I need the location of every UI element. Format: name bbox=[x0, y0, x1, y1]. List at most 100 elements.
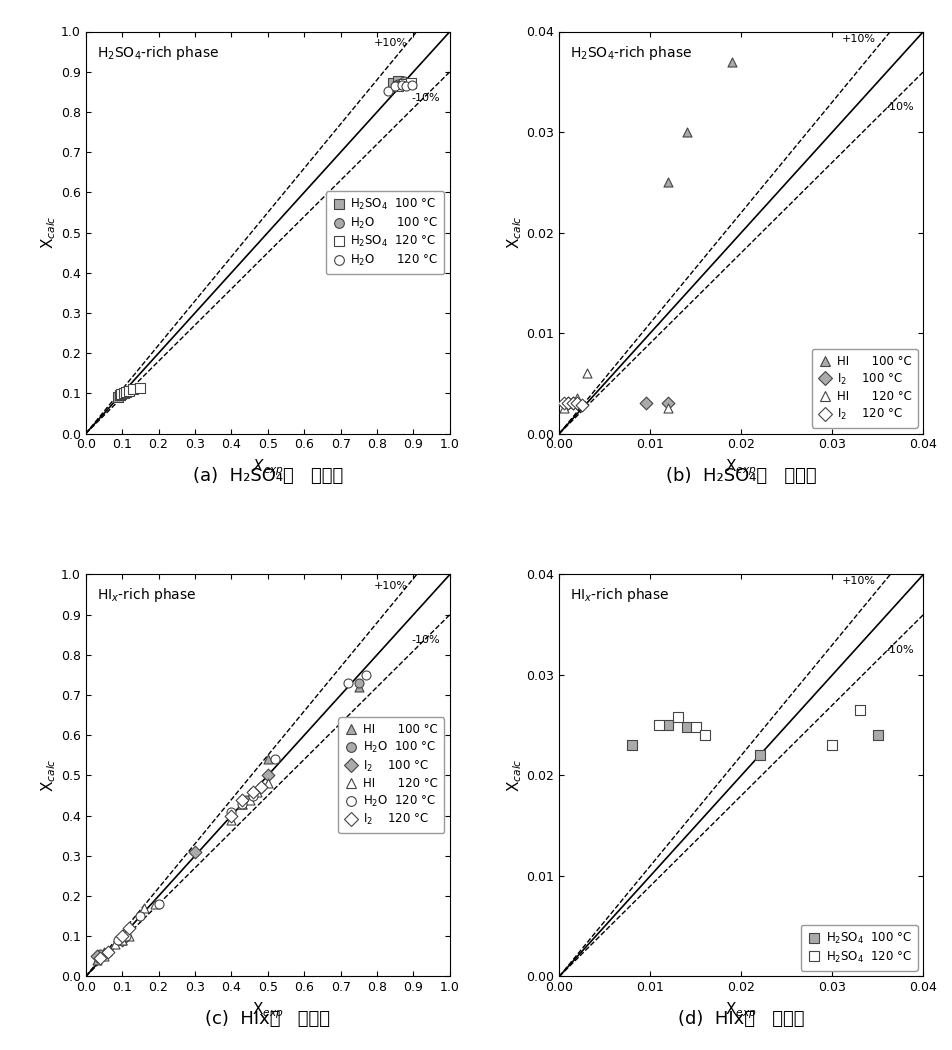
Text: -10%: -10% bbox=[885, 102, 914, 112]
Point bbox=[661, 717, 676, 734]
Point bbox=[268, 751, 283, 768]
Point bbox=[118, 928, 133, 945]
Point bbox=[399, 78, 414, 94]
Point bbox=[565, 395, 581, 412]
Text: +10%: +10% bbox=[842, 34, 876, 43]
Point bbox=[110, 932, 126, 949]
Point bbox=[118, 384, 133, 401]
Point bbox=[224, 803, 239, 820]
Point bbox=[556, 395, 571, 412]
Point bbox=[100, 944, 115, 961]
X-axis label: X$_{exp}$: X$_{exp}$ bbox=[725, 1000, 757, 1021]
Point bbox=[114, 932, 129, 949]
Point bbox=[246, 788, 261, 804]
Point bbox=[652, 717, 667, 734]
Point bbox=[390, 76, 406, 92]
X-axis label: $X_{exp}$: $X_{exp}$ bbox=[251, 457, 284, 478]
Point bbox=[113, 385, 129, 402]
Point bbox=[359, 667, 374, 684]
Point bbox=[565, 395, 581, 412]
Point bbox=[570, 390, 585, 406]
Text: (d)  HIx상   불순물: (d) HIx상 불순물 bbox=[678, 1010, 804, 1028]
Point bbox=[235, 795, 250, 812]
Y-axis label: X$_{calc}$: X$_{calc}$ bbox=[505, 215, 524, 250]
Point bbox=[724, 54, 740, 70]
Point bbox=[574, 397, 589, 414]
Point bbox=[570, 395, 585, 412]
Point bbox=[242, 791, 257, 807]
Point bbox=[679, 124, 694, 141]
Point bbox=[110, 390, 126, 406]
Point bbox=[151, 896, 167, 912]
Point bbox=[565, 395, 581, 412]
Point bbox=[394, 77, 409, 93]
Point bbox=[116, 385, 131, 402]
Point bbox=[404, 77, 419, 93]
Point bbox=[92, 950, 108, 967]
Point bbox=[852, 701, 867, 718]
Point bbox=[92, 946, 108, 963]
Text: +10%: +10% bbox=[373, 39, 407, 48]
Text: -10%: -10% bbox=[411, 92, 441, 103]
Text: +10%: +10% bbox=[842, 576, 876, 587]
Point bbox=[114, 928, 129, 945]
Point bbox=[235, 795, 250, 812]
Text: (c)  HIx상   주성분: (c) HIx상 주성분 bbox=[206, 1010, 330, 1028]
Point bbox=[246, 783, 261, 800]
Text: H$_2$SO$_4$-rich phase: H$_2$SO$_4$-rich phase bbox=[570, 43, 692, 62]
Point bbox=[579, 365, 594, 382]
Point bbox=[96, 944, 111, 961]
Point bbox=[661, 174, 676, 191]
Point bbox=[340, 674, 355, 691]
Point bbox=[396, 72, 411, 89]
Point bbox=[114, 932, 129, 949]
Point bbox=[752, 747, 767, 763]
Text: (b)  H₂SO₄상   불순물: (b) H₂SO₄상 불순물 bbox=[666, 467, 817, 485]
Point bbox=[100, 944, 115, 961]
Point bbox=[390, 78, 406, 94]
Point bbox=[96, 948, 111, 965]
Legend: HI      100 °C, H$_2$O  100 °C, I$_2$    100 °C, HI      120 °C, H$_2$O  120 °C,: HI 100 °C, H$_2$O 100 °C, I$_2$ 100 °C, … bbox=[339, 717, 444, 834]
Point bbox=[351, 678, 367, 695]
Point bbox=[235, 795, 250, 812]
Y-axis label: X$_{calc}$: X$_{calc}$ bbox=[39, 758, 58, 793]
Point bbox=[235, 791, 250, 807]
Legend: H$_2$SO$_4$  100 °C, H$_2$O      100 °C, H$_2$SO$_4$  120 °C, H$_2$O      120 °C: H$_2$SO$_4$ 100 °C, H$_2$O 100 °C, H$_2$… bbox=[326, 191, 444, 274]
X-axis label: X$_{exp}$: X$_{exp}$ bbox=[252, 1000, 284, 1021]
Point bbox=[638, 395, 653, 412]
Point bbox=[387, 78, 403, 94]
Point bbox=[108, 936, 123, 952]
Point bbox=[132, 380, 148, 397]
Point bbox=[224, 807, 239, 824]
Point bbox=[404, 75, 419, 91]
Point bbox=[122, 928, 137, 945]
Text: (a)  H₂SO₄상   주성분: (a) H₂SO₄상 주성분 bbox=[192, 467, 343, 485]
Point bbox=[249, 783, 265, 800]
X-axis label: X$_{exp}$: X$_{exp}$ bbox=[725, 457, 757, 478]
Point bbox=[148, 896, 163, 912]
Text: HI$_x$-rich phase: HI$_x$-rich phase bbox=[570, 587, 669, 605]
Point bbox=[670, 709, 685, 726]
Text: -10%: -10% bbox=[411, 635, 441, 646]
Point bbox=[260, 768, 275, 784]
Point bbox=[122, 920, 137, 937]
Point bbox=[246, 783, 261, 800]
Point bbox=[870, 727, 885, 743]
Text: HI$_x$-rich phase: HI$_x$-rich phase bbox=[96, 587, 196, 605]
Y-axis label: X$_{calc}$: X$_{calc}$ bbox=[39, 215, 58, 250]
Point bbox=[351, 674, 367, 691]
Point bbox=[89, 948, 104, 965]
Point bbox=[688, 719, 704, 736]
Point bbox=[112, 387, 128, 404]
Point bbox=[260, 751, 275, 768]
Point bbox=[679, 719, 694, 736]
Point bbox=[260, 775, 275, 792]
Y-axis label: X$_{calc}$: X$_{calc}$ bbox=[505, 758, 524, 793]
Point bbox=[561, 395, 576, 412]
Point bbox=[570, 395, 585, 412]
Text: +10%: +10% bbox=[373, 582, 407, 591]
Text: -10%: -10% bbox=[885, 645, 914, 655]
Point bbox=[625, 737, 640, 754]
Legend: HI      100 °C, I$_2$    100 °C, HI      120 °C, I$_2$    120 °C: HI 100 °C, I$_2$ 100 °C, HI 120 °C, I$_2… bbox=[812, 349, 918, 427]
Point bbox=[397, 76, 412, 92]
